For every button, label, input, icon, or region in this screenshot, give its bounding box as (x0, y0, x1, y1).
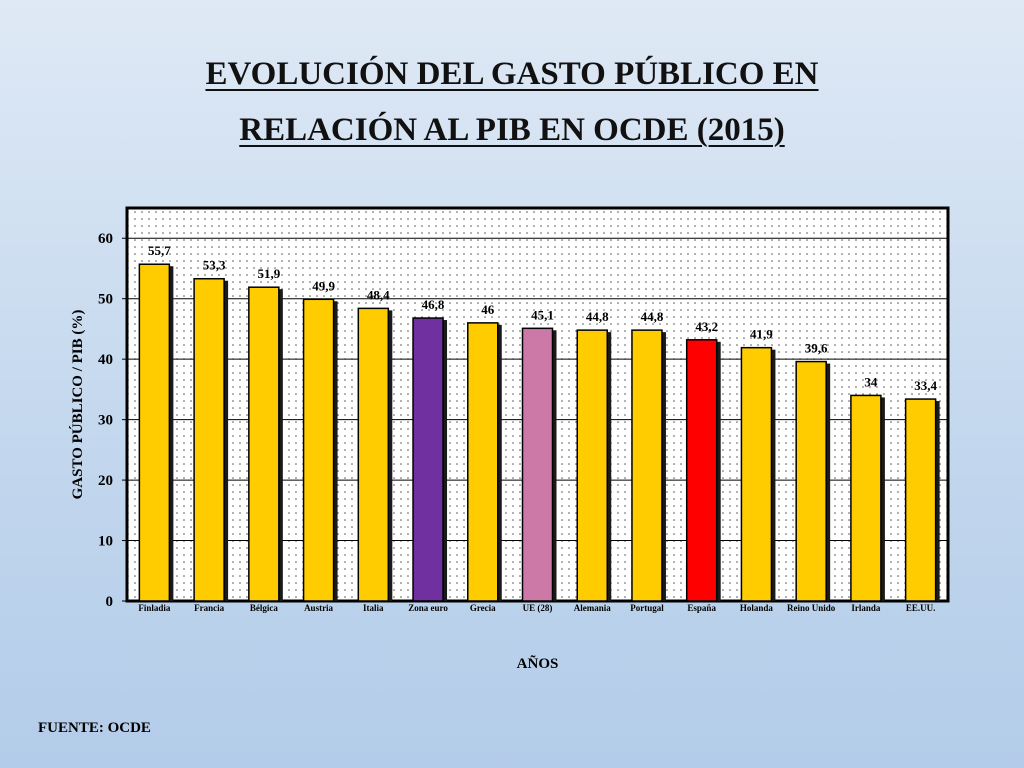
value-label: 45,1 (531, 307, 554, 322)
x-tick-label: Grecia (470, 603, 496, 613)
value-label: 53,3 (203, 258, 226, 273)
x-tick-label: Austria (304, 603, 333, 613)
x-tick-label: Zona euro (408, 603, 448, 613)
value-label: 33,4 (914, 378, 937, 393)
value-label: 39,6 (805, 341, 828, 356)
x-tick-label: Finladia (138, 603, 171, 613)
y-tick-label: 10 (98, 534, 113, 550)
value-label: 44,8 (641, 309, 664, 324)
bar-zona-euro (412, 317, 444, 602)
x-axis-title: AÑOS (517, 654, 559, 672)
y-tick-label: 30 (98, 413, 113, 429)
y-tick-label: 40 (98, 352, 113, 368)
bar-italia (357, 307, 390, 602)
value-label: 41,9 (750, 327, 773, 342)
bar-irlanda (850, 394, 882, 602)
x-tick-label: Portugal (630, 603, 664, 613)
bar-grecia (467, 322, 499, 602)
bar-ue-28- (521, 327, 554, 602)
value-label: 46,8 (422, 297, 445, 312)
bar-finladia (138, 263, 171, 602)
bar-b-lgica (248, 286, 280, 602)
slide-title: EVOLUCIÓN DEL GASTO PÚBLICO EN RELACIÓN … (0, 46, 1024, 158)
y-tick-label: 50 (98, 292, 113, 308)
x-tick-label: UE (28) (523, 603, 553, 613)
value-label: 46 (481, 302, 495, 317)
bar-francia (193, 277, 225, 602)
y-tick-label: 20 (98, 473, 113, 489)
x-tick-label: España (687, 603, 716, 613)
value-label: 34 (864, 374, 878, 389)
y-tick-label: 0 (106, 594, 114, 610)
x-tick-label: Reino Unido (787, 603, 836, 613)
value-label: 49,9 (312, 278, 335, 293)
value-label: 44,8 (586, 309, 609, 324)
x-tick-label: Irlanda (851, 603, 881, 613)
title-line-1: EVOLUCIÓN DEL GASTO PÚBLICO EN (205, 56, 819, 92)
bar-holanda (740, 346, 773, 602)
x-tick-label: Italia (363, 603, 384, 613)
y-axis-title: GASTO PÚBLICO / PIB (%) (69, 310, 86, 500)
title-line-2: RELACIÓN AL PIB EN OCDE (2015) (239, 112, 785, 148)
value-label: 51,9 (257, 266, 280, 281)
x-tick-label: Holanda (740, 603, 774, 613)
x-tick-label: Alemania (574, 603, 611, 613)
value-label: 55,7 (148, 243, 171, 258)
y-tick-label: 60 (98, 231, 113, 247)
source-note: FUENTE: OCDE (38, 720, 151, 736)
bar-espa-a (685, 339, 718, 602)
x-tick-label: Francia (194, 603, 224, 613)
value-label: 48,4 (367, 287, 390, 302)
bar-reino-unido (795, 360, 827, 602)
value-label: 43,2 (695, 319, 718, 334)
bar-portugal (631, 329, 663, 602)
bar-ee-uu- (904, 398, 937, 602)
bar-alemania (576, 329, 608, 602)
bar-austria (302, 298, 335, 602)
x-tick-label: EE.UU. (906, 603, 936, 613)
x-tick-label: Bélgica (250, 603, 278, 613)
